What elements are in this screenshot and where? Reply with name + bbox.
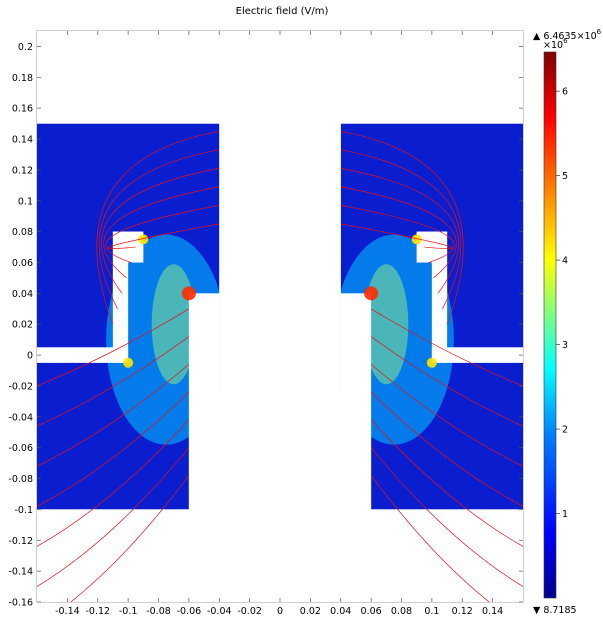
y-tick-label: 0.06 — [12, 258, 33, 269]
x-tick-label: 0.02 — [300, 606, 321, 617]
x-tick-label: 0.04 — [330, 606, 351, 617]
streamline-lower-right-3 — [370, 391, 523, 507]
streamline-lower-right-2 — [370, 364, 523, 467]
field-hotspot-5 — [426, 357, 437, 368]
x-tick-label: -0.14 — [55, 606, 80, 617]
streamline-upper-left-4 — [105, 205, 220, 263]
y-tick-label: -0.1 — [14, 505, 33, 516]
streamline-upper-left-1 — [98, 149, 220, 309]
x-tick-label: 0.06 — [361, 606, 382, 617]
streamline-lower-left-6 — [70, 475, 190, 602]
colorbar-tick-label: 4 — [562, 256, 568, 267]
axes: -0.14 -0.12 -0.1 -0.08 -0.06 -0.04 -0.02 0 0.02 0… — [8, 31, 523, 617]
streamline-lower-right-4 — [370, 419, 523, 547]
field-regions — [37, 31, 523, 602]
x-tick-label: 0.08 — [391, 606, 412, 617]
x-tick-label: 0.14 — [482, 606, 503, 617]
streamline-lower-right-0 — [370, 308, 523, 387]
streamline-lower-left-4 — [37, 419, 190, 547]
domain-gap-0 — [219, 31, 341, 602]
colorbar-tick-label: 3 — [562, 340, 568, 351]
y-tick-label: 0.16 — [12, 104, 33, 115]
y-tick-label: -0.06 — [8, 443, 33, 454]
colorbar-tick-label: 6 — [562, 87, 568, 98]
domain-gap-7 — [112, 262, 129, 363]
y-tick-label: 0.04 — [12, 289, 33, 300]
colorbar-multiplier: ×106 — [543, 37, 568, 51]
domain-gap-3 — [37, 509, 523, 602]
colorbar-tick-label: 5 — [562, 171, 568, 182]
y-tick-label: 0.12 — [12, 165, 33, 176]
field-hotspot-1 — [364, 286, 379, 301]
y-tick-label: -0.08 — [8, 474, 33, 485]
x-tick-label: -0.06 — [177, 606, 202, 617]
streamline-upper-right-0 — [340, 130, 464, 325]
colorbar-ticks: 1 2 3 4 5 6 — [556, 87, 568, 520]
colorbar-max-label: ▲ 6.4635×106 — [533, 28, 602, 42]
domain-gap-5 — [37, 347, 129, 363]
domain-gap-4 — [37, 31, 523, 124]
streamline-upper-right-5 — [340, 223, 453, 249]
y-tick-label: -0.14 — [8, 567, 33, 578]
streamline-lower-left-3 — [37, 391, 190, 507]
domain-gap-6 — [431, 347, 523, 363]
streamline-upper-left-0 — [96, 130, 220, 325]
y-tick-label: -0.04 — [8, 412, 33, 423]
x-tick-label: 0 — [277, 606, 283, 617]
y-tick-label: 0.1 — [18, 196, 33, 207]
domain-gap-10 — [416, 231, 448, 263]
x-tick-label: -0.08 — [146, 606, 171, 617]
colorbar-min-label: ▼ 8.7185 — [533, 605, 577, 616]
y-tick-label: -0.12 — [8, 536, 33, 547]
streamline-lower-right-6 — [370, 475, 490, 602]
streamline-lower-right-1 — [370, 336, 523, 427]
y-tick-label: 0.02 — [12, 320, 33, 331]
streamline-lower-left-2 — [37, 364, 190, 467]
colorbar-max-exponent: 6 — [597, 28, 602, 36]
y-tick-label: 0.2 — [18, 42, 33, 53]
streamline-lower-left-1 — [37, 336, 190, 427]
field-hotspot-0 — [181, 286, 196, 301]
colorbar-tick-label: 2 — [562, 425, 568, 436]
x-tick-label: -0.1 — [119, 606, 138, 617]
colorbar-multiplier-exponent: 6 — [563, 37, 568, 45]
domain-gap-8 — [431, 262, 448, 363]
streamline-upper-left-5 — [107, 223, 220, 249]
field-hotspot-2 — [138, 234, 149, 245]
y-tick-label: 0.14 — [12, 135, 33, 146]
y-tick-label: 0.18 — [12, 73, 33, 84]
streamline-upper-right-3 — [340, 186, 457, 279]
y-tick-label: 0 — [27, 351, 33, 362]
field-hotspot-4 — [123, 357, 134, 368]
streamline-upper-right-4 — [340, 205, 455, 263]
streamline-upper-right-2 — [340, 168, 459, 294]
field-hotspot-3 — [411, 234, 422, 245]
streamline-lower-left-5 — [37, 447, 190, 587]
streamline-lower-right-5 — [370, 447, 523, 587]
colorbar-gradient — [543, 51, 557, 599]
streamline-upper-left-3 — [103, 186, 220, 279]
x-tick-label: 0.12 — [452, 606, 473, 617]
y-tick-label: -0.16 — [8, 598, 33, 609]
y-tick-label: 0.08 — [12, 227, 33, 238]
domain-gap-9 — [112, 231, 144, 263]
y-tick-label: -0.02 — [8, 381, 33, 392]
chart-title: Electric field (V/m) — [236, 6, 329, 17]
x-tick-label: -0.12 — [85, 606, 110, 617]
x-tick-label: -0.04 — [207, 606, 232, 617]
streamline-lower-left-0 — [37, 308, 190, 387]
x-tick-label: -0.02 — [237, 606, 262, 617]
colorbar-tick-label: 1 — [562, 509, 568, 520]
streamline-upper-left-2 — [101, 168, 220, 294]
x-tick-label: 0.1 — [424, 606, 439, 617]
streamline-upper-right-1 — [340, 149, 462, 309]
